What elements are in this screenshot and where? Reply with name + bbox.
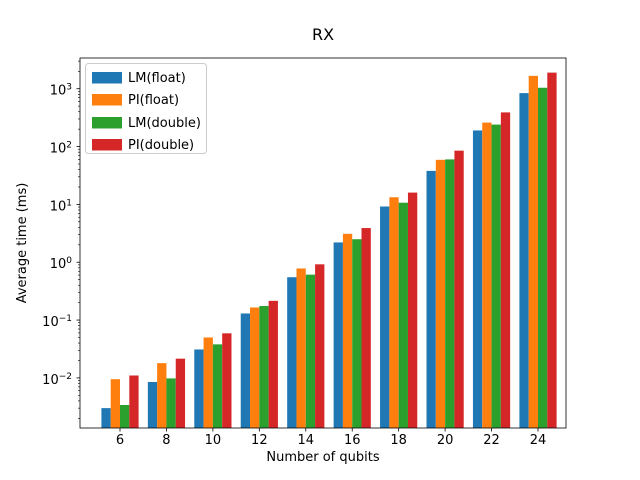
x-axis-label: Number of qubits (266, 450, 379, 465)
bar-LM(float)-q14 (287, 277, 297, 428)
x-tick-label: 20 (437, 433, 454, 448)
x-tick-label: 16 (344, 433, 361, 448)
bar-LM(double)-q20 (445, 159, 455, 428)
legend-label-pi-double: PI(double) (128, 138, 194, 153)
bar-LM(double)-q16 (352, 239, 362, 428)
legend-label-pi-float: PI(float) (128, 93, 179, 108)
axis-ticks-layer: 10−2 10−1 100 101 102 103 6 8 10 12 14 16 18 20 22 24 (42, 60, 547, 448)
bar-PI(float)-q6 (110, 379, 120, 428)
bar-LM(float)-q18 (380, 206, 390, 428)
x-tick-label: 18 (390, 433, 407, 448)
legend-label-lm-double: LM(double) (128, 116, 201, 131)
legend-swatch-pi-double (92, 139, 122, 151)
x-tick-label: 10 (205, 433, 222, 448)
bar-LM(double)-q10 (212, 344, 223, 428)
legend-label-lm-float: LM(float) (128, 71, 186, 86)
bar-PI(double)-q18 (407, 192, 418, 428)
bar-PI(double)-q10 (222, 333, 232, 428)
bar-PI(float)-q20 (435, 159, 446, 428)
bars-layer (101, 72, 557, 429)
bar-PI(float)-q22 (482, 122, 492, 428)
bar-LM(double)-q12 (259, 306, 269, 428)
y-tick-label: 103 (50, 83, 72, 99)
y-tick-label: 102 (50, 141, 72, 157)
bar-PI(float)-q10 (203, 337, 213, 428)
y-axis-label: Average time (ms) (15, 183, 30, 304)
bar-LM(float)-q16 (333, 242, 343, 428)
y-tick-label: 100 (50, 256, 73, 272)
bar-PI(double)-q6 (129, 375, 139, 428)
bar-PI(double)-q22 (500, 112, 511, 428)
bar-PI(double)-q12 (268, 300, 278, 428)
legend-swatch-lm-float (92, 72, 122, 84)
bar-LM(double)-q22 (491, 124, 501, 428)
bar-PI(float)-q24 (528, 75, 538, 429)
bar-LM(double)-q18 (398, 202, 408, 428)
bar-PI(float)-q14 (296, 268, 306, 428)
bar-PI(double)-q8 (175, 358, 186, 428)
chart-title: RX (312, 25, 334, 44)
bar-LM(float)-q12 (240, 313, 251, 428)
bar-PI(double)-q20 (454, 150, 464, 428)
legend-swatch-lm-double (92, 117, 122, 129)
bar-LM(double)-q14 (305, 274, 316, 428)
bar-LM(float)-q6 (101, 408, 111, 428)
y-tick-label: 10−2 (42, 372, 72, 388)
bar-LM(double)-q6 (120, 404, 130, 428)
x-tick-label: 8 (162, 433, 170, 448)
x-tick-label: 6 (116, 433, 124, 448)
bar-LM(float)-q24 (519, 93, 529, 429)
legend-box (85, 63, 207, 154)
bar-PI(float)-q18 (389, 197, 399, 428)
bar-LM(double)-q24 (538, 87, 548, 428)
bar-LM(double)-q8 (166, 378, 176, 428)
bar-LM(float)-q10 (194, 349, 204, 428)
bar-PI(double)-q16 (361, 228, 371, 428)
y-tick-label: 10−1 (42, 314, 72, 330)
bar-PI(float)-q16 (342, 233, 353, 428)
legend: LM(float) PI(float) LM(double) PI(double… (85, 63, 207, 154)
bar-LM(float)-q20 (426, 170, 436, 428)
y-tick-label: 101 (50, 198, 72, 214)
x-tick-label: 24 (530, 433, 547, 448)
bar-LM(float)-q22 (472, 130, 483, 428)
x-tick-label: 22 (483, 433, 500, 448)
x-tick-label: 14 (298, 433, 315, 448)
bar-PI(double)-q14 (315, 264, 325, 428)
axes-frame (79, 57, 567, 429)
legend-swatch-pi-float (92, 94, 122, 106)
x-tick-label: 12 (251, 433, 268, 448)
bar-PI(float)-q8 (157, 363, 167, 428)
bar-PI(double)-q24 (547, 72, 557, 429)
bar-LM(float)-q8 (147, 381, 158, 428)
bar-PI(float)-q12 (250, 307, 260, 428)
